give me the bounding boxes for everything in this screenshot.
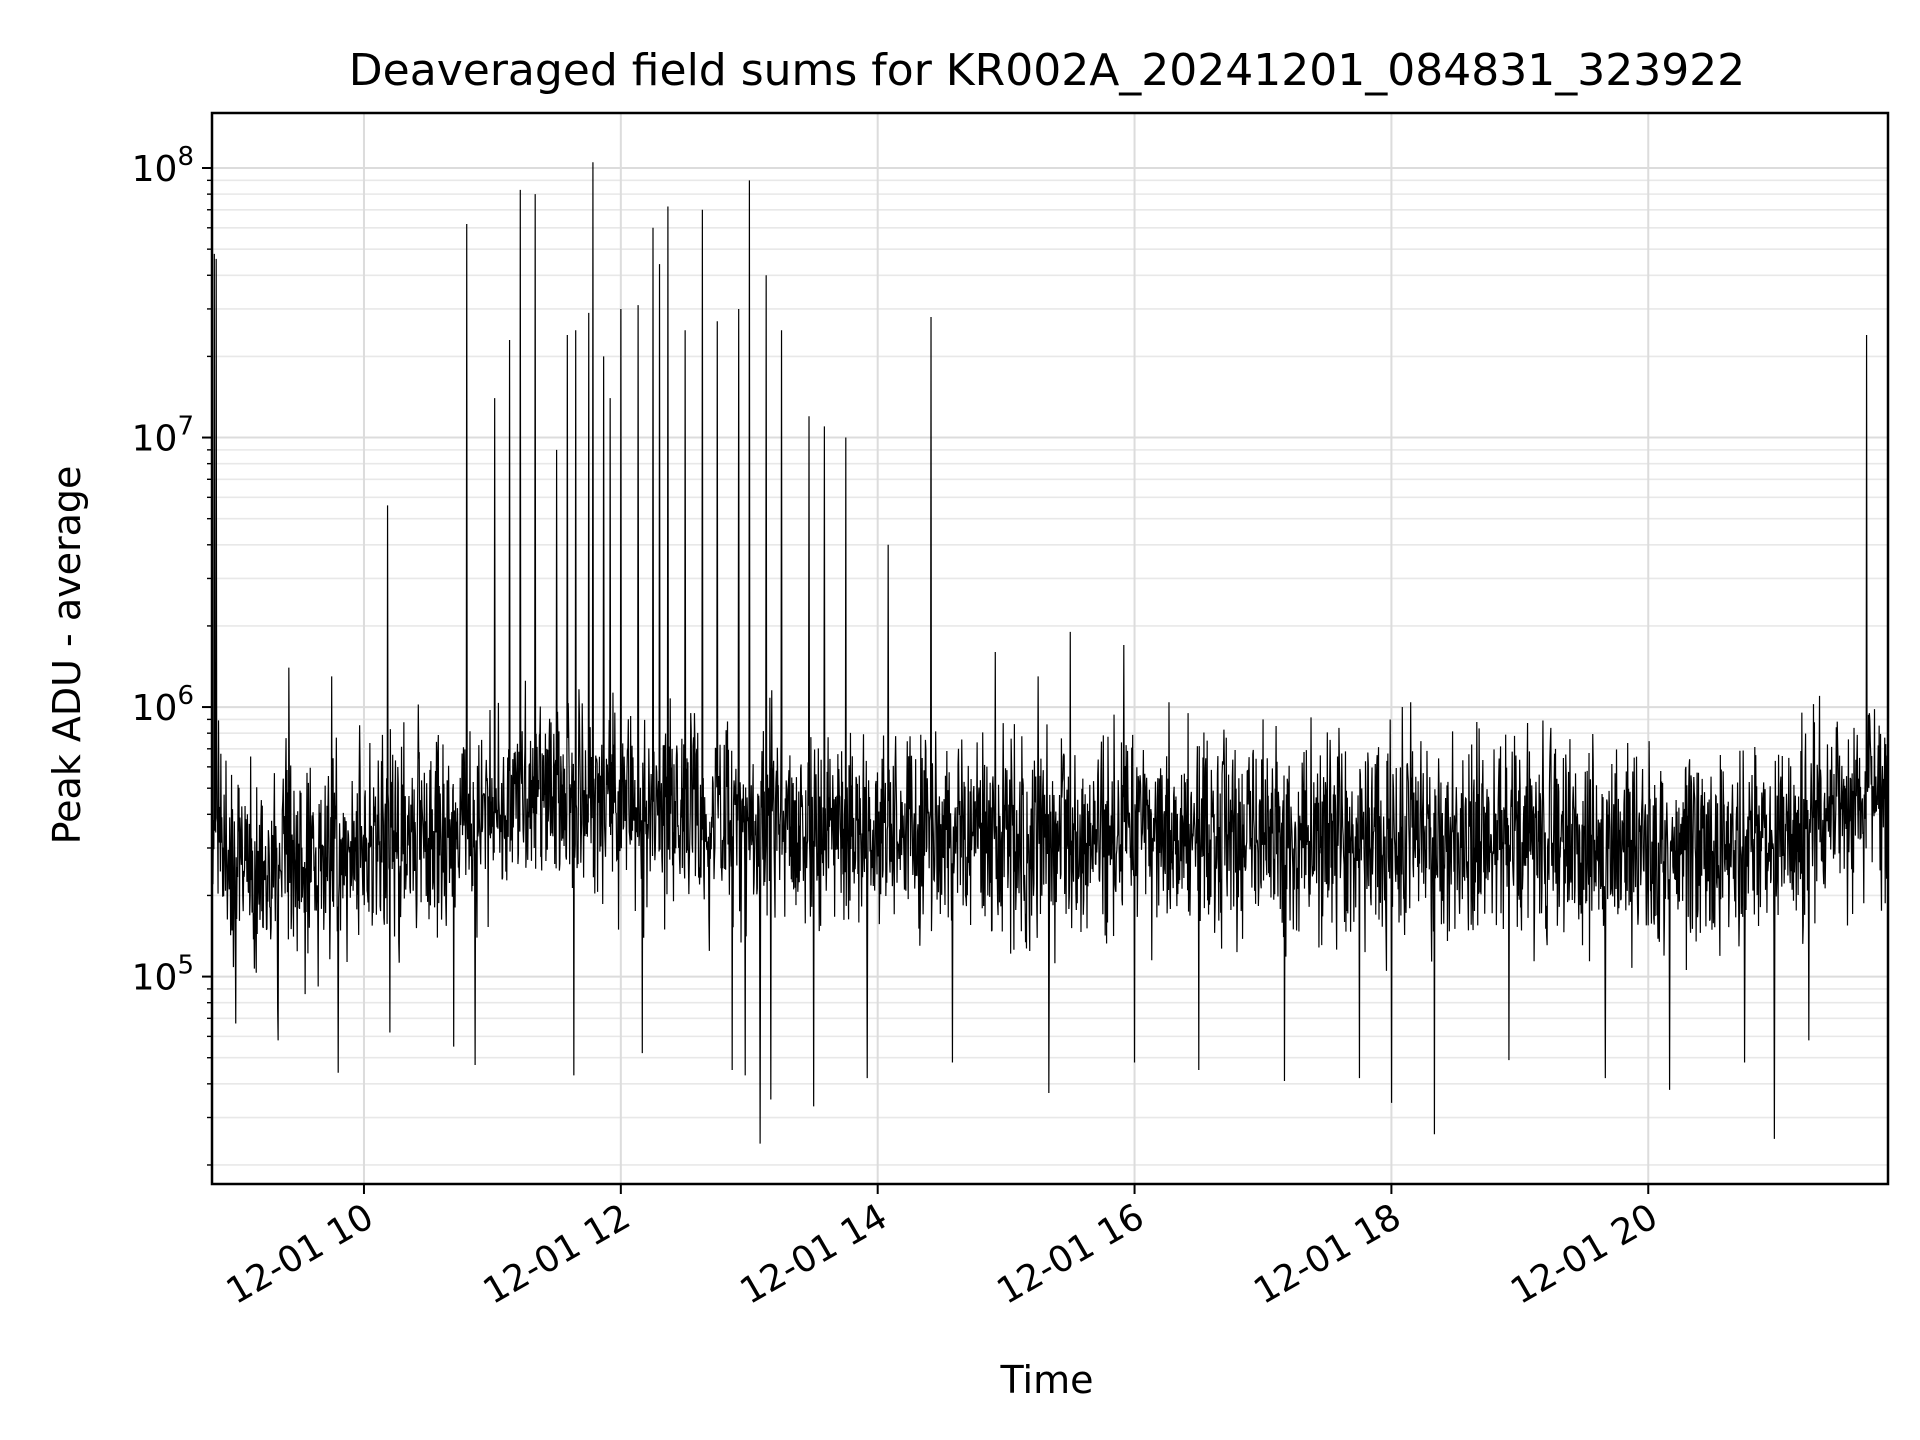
series-line [212, 162, 1888, 1144]
y-tick-label: 107 [132, 412, 194, 460]
x-axis-label: Time [1000, 1358, 1094, 1402]
chart-title: Deaveraged field sums for KR002A_2024120… [349, 45, 1745, 96]
y-tick-label: 105 [132, 951, 194, 999]
plot-frame [210, 111, 1890, 1186]
y-tick-label: 106 [132, 681, 194, 729]
series-path [212, 162, 1888, 1144]
y-axis-label: Peak ADU - average [45, 466, 89, 845]
y-tick-label: 108 [132, 142, 194, 190]
